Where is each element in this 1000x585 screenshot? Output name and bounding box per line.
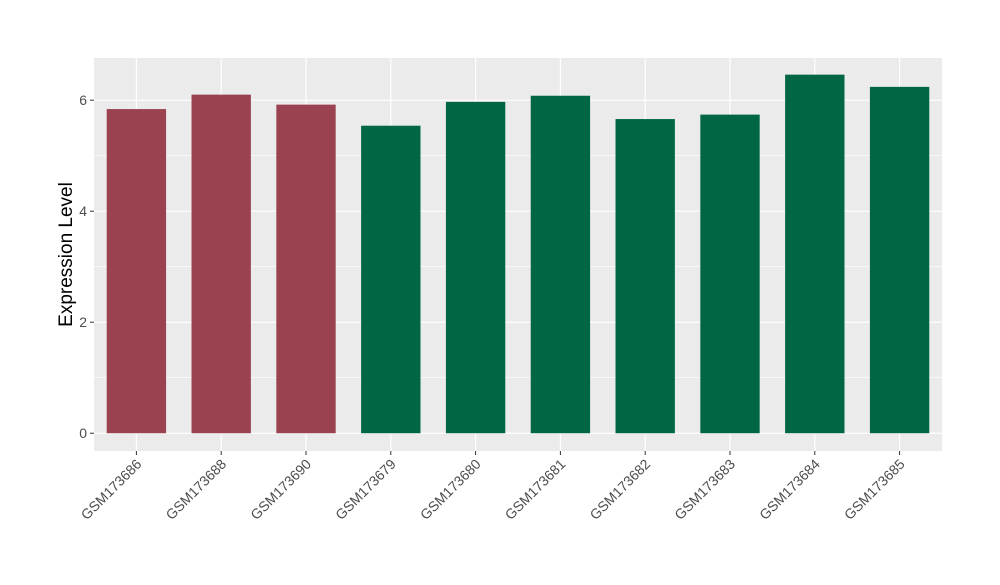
- bar-GSM173690: [276, 104, 336, 434]
- x-tick-label: GSM173679: [332, 456, 399, 523]
- bar-GSM173679: [361, 125, 421, 434]
- bar-GSM173686: [106, 109, 167, 434]
- x-tick-label: GSM173688: [162, 456, 229, 523]
- y-tick-label: 2: [79, 314, 87, 330]
- bar-GSM173684: [785, 74, 845, 434]
- bar-GSM173680: [445, 101, 506, 434]
- x-tick-label: GSM173680: [417, 456, 484, 523]
- x-tick-label: GSM173681: [502, 456, 569, 523]
- x-tick-label: GSM173683: [671, 456, 738, 523]
- bar-GSM173685: [869, 86, 930, 434]
- bar-GSM173681: [530, 95, 591, 434]
- y-tick-label: 0: [79, 425, 87, 441]
- x-tick-label: GSM173686: [78, 456, 145, 523]
- x-tick-label: GSM173682: [586, 456, 653, 523]
- y-axis-title: Expression Level: [56, 182, 77, 327]
- bar-GSM173683: [700, 114, 760, 434]
- x-tick-label: GSM173690: [247, 456, 314, 523]
- x-tick-label: GSM173684: [756, 456, 823, 523]
- bar-GSM173682: [615, 119, 675, 434]
- y-tick-label: 6: [79, 92, 87, 108]
- bar-GSM173688: [191, 94, 251, 434]
- y-tick-label: 4: [79, 203, 87, 219]
- x-tick-label: GSM173685: [841, 456, 908, 523]
